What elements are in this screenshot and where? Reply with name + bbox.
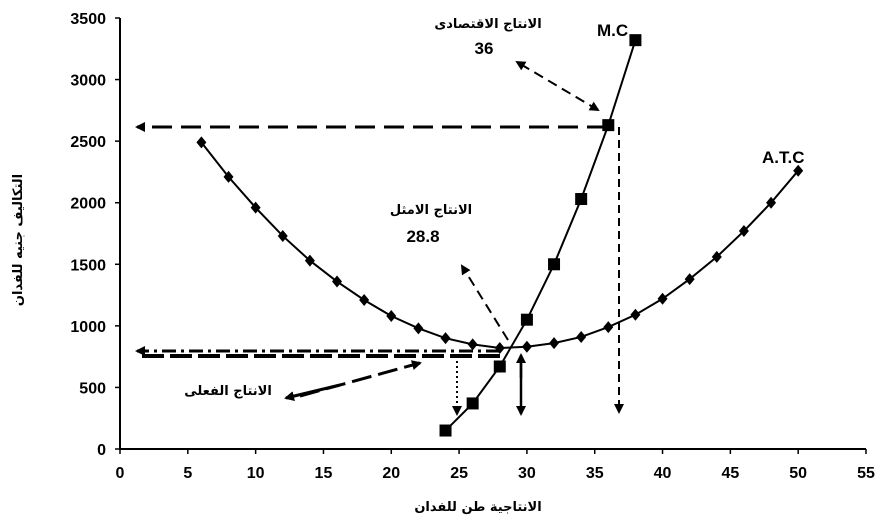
axis-ticks: 0 5 10 15 20 25 30 35 40 45 50 55 0 500 1000 1500 2000 25… xyxy=(70,11,875,482)
economic-value: 36 xyxy=(475,39,494,58)
y-tick-label: 3500 xyxy=(70,11,106,28)
mc-point xyxy=(493,360,506,373)
x-tick-label: 10 xyxy=(247,465,265,482)
mc-point xyxy=(548,258,561,271)
y-tick-label: 1000 xyxy=(70,319,106,336)
x-tick-label: 20 xyxy=(382,465,400,482)
atc-point xyxy=(413,322,424,335)
mc-point xyxy=(575,193,588,206)
x-tick-label: 45 xyxy=(721,465,739,482)
atc-point xyxy=(386,310,397,323)
atc-point xyxy=(359,293,370,306)
mc-point xyxy=(439,424,452,437)
x-tick-label: 40 xyxy=(654,465,672,482)
x-tick-label: 50 xyxy=(789,465,807,482)
atc-point xyxy=(684,273,695,286)
atc-point xyxy=(250,201,261,214)
x-tick-label: 15 xyxy=(315,465,333,482)
mc-point xyxy=(629,34,642,47)
atc-point xyxy=(196,136,207,149)
y-tick-label: 500 xyxy=(79,380,106,397)
series-label-mc: M.C xyxy=(597,21,628,40)
x-tick-label: 55 xyxy=(857,465,875,482)
atc-point xyxy=(549,337,560,350)
optimal-pointer-arrow xyxy=(460,264,509,341)
atc-point xyxy=(711,250,722,263)
economic-label: الانتاج الاقتصادى xyxy=(434,17,541,32)
series-layer xyxy=(196,34,804,437)
mc-point xyxy=(466,397,479,410)
atc-point xyxy=(630,308,641,321)
x-tick-label: 5 xyxy=(183,465,192,482)
actual-pointer-arrow xyxy=(299,360,422,398)
reference-lines xyxy=(135,60,624,416)
y-axis-title: التكاليف جنيه للفدان xyxy=(11,174,26,306)
atc-point xyxy=(657,292,668,305)
atc-point xyxy=(576,330,587,343)
optimal-label: الانتاج الامثل xyxy=(390,203,472,218)
y-tick-label: 2500 xyxy=(70,134,106,151)
mc-point xyxy=(602,119,615,132)
economic-pointer-arrow xyxy=(515,60,600,112)
series-line-atc xyxy=(200,141,799,350)
x-axis-title: الانتاجية طن للفدان xyxy=(414,500,541,515)
atc-point xyxy=(332,275,343,288)
atc-point xyxy=(738,225,749,238)
y-tick-label: 2000 xyxy=(70,196,106,213)
y-tick-label: 0 xyxy=(97,442,106,459)
atc-point xyxy=(304,254,315,267)
atc-point xyxy=(766,196,777,209)
atc-point xyxy=(793,164,804,177)
series-label-atc: A.T.C xyxy=(762,148,805,167)
x-tick-label: 0 xyxy=(116,465,125,482)
atc-point xyxy=(521,340,532,353)
y-tick-label: 1500 xyxy=(70,257,106,274)
atc-point xyxy=(440,332,451,345)
x-tick-label: 35 xyxy=(586,465,604,482)
x-tick-label: 30 xyxy=(518,465,536,482)
x-tick-label: 25 xyxy=(450,465,468,482)
atc-point xyxy=(603,321,614,334)
atc-point xyxy=(494,342,505,355)
actual-label: الانتاج الفعلى xyxy=(184,384,272,399)
series-line-mc xyxy=(444,39,637,432)
mc-point xyxy=(520,313,533,326)
atc-point xyxy=(467,338,478,351)
actual-pointer-arrow-back xyxy=(284,383,341,401)
atc-point xyxy=(223,170,234,183)
y-tick-label: 3000 xyxy=(70,73,106,90)
optimal-value: 28.8 xyxy=(406,227,439,246)
atc-point xyxy=(277,229,288,242)
